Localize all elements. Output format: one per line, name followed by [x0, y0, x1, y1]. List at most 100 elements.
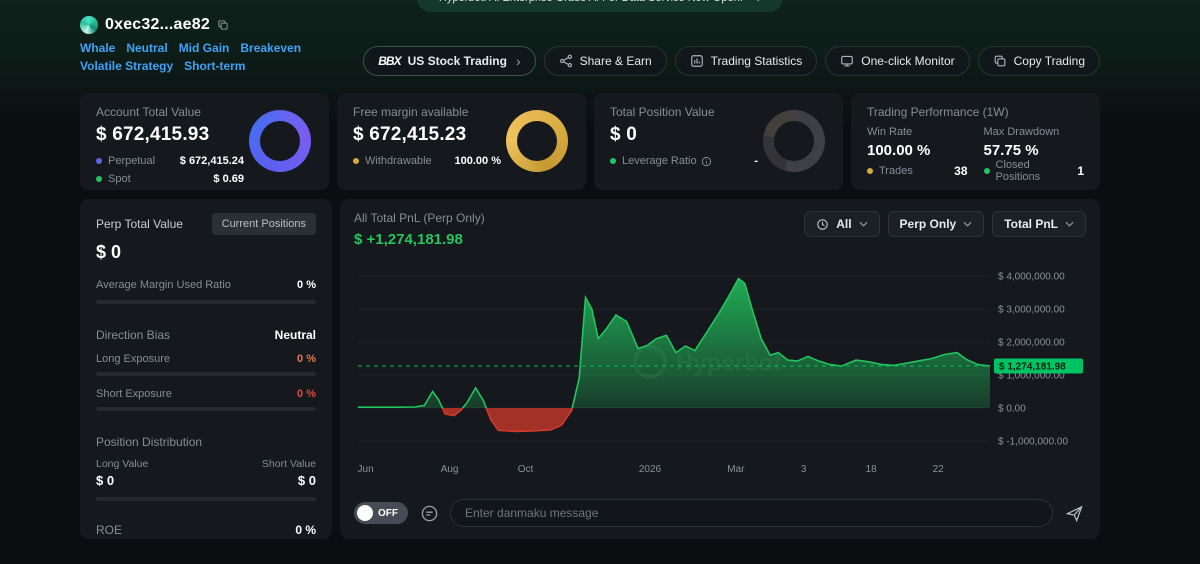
short-exposure-bar [96, 407, 316, 411]
chevron-right-icon: › [515, 53, 521, 69]
send-icon [1065, 505, 1083, 522]
trader-tags-row-1: Whale Neutral Mid Gain Breakeven [80, 41, 301, 55]
svg-text:22: 22 [933, 464, 945, 475]
spot-label: Spot [108, 173, 131, 185]
svg-text:$ 1,274,181.98: $ 1,274,181.98 [999, 361, 1066, 372]
pnl-title: All Total PnL (Perp Only) [354, 211, 485, 225]
direction-bias-value: Neutral [274, 328, 316, 342]
withdrawable-label: Withdrawable [365, 155, 432, 167]
tag-volatile-strategy: Volatile Strategy [80, 59, 174, 73]
tag-neutral: Neutral [126, 41, 168, 55]
copy-trading-button[interactable]: Copy Trading [977, 46, 1100, 76]
metric-filter[interactable]: Total PnL [992, 211, 1086, 237]
win-rate-stat: Win Rate 100.00 % [867, 126, 968, 159]
long-value: $ 0 [96, 473, 115, 488]
account-allocation-donut [249, 110, 311, 172]
free-margin-card: Free margin available $ 672,415.23 Withd… [337, 93, 586, 190]
roe-label: ROE [96, 523, 123, 537]
closed-positions-value: 1 [1077, 164, 1084, 178]
max-drawdown-value: 57.75 % [983, 142, 1039, 159]
danmaku-input[interactable] [450, 499, 1053, 527]
svg-text:$ 0.00: $ 0.00 [998, 404, 1026, 415]
us-stock-label: US Stock Trading [407, 54, 507, 68]
danmaku-toggle[interactable]: OFF [354, 502, 408, 524]
send-button[interactable] [1063, 504, 1086, 523]
info-icon[interactable] [701, 156, 712, 167]
us-stock-logo: BBX [378, 54, 401, 68]
legend-row-leverage: Leverage Ratio - [610, 155, 758, 167]
time-range-filter[interactable]: All [804, 211, 880, 237]
long-value-label: Long Value [96, 458, 149, 470]
svg-text:$ 2,000,000.00: $ 2,000,000.00 [998, 338, 1065, 349]
announcement-banner[interactable]: Hyperbot: AI Enterprise Grade AI For Dat… [416, 0, 784, 12]
short-exposure-value: 0 % [297, 388, 316, 400]
total-position-value-card: Total Position Value $ 0 Leverage Ratio … [594, 93, 843, 190]
margin-donut [506, 110, 568, 172]
svg-text:Oct: Oct [518, 464, 534, 475]
account-total-value-card: Account Total Value $ 672,415.93 Perpetu… [80, 93, 329, 190]
tag-breakeven: Breakeven [240, 41, 302, 55]
pnl-chart-panel: All Total PnL (Perp Only) $ +1,274,181.9… [340, 199, 1100, 539]
current-positions-button[interactable]: Current Positions [211, 213, 316, 235]
danmaku-settings-icon [421, 505, 437, 521]
svg-text:$ 4,000,000.00: $ 4,000,000.00 [998, 272, 1065, 283]
closed-positions-counter: Closed Positions 1 [983, 159, 1084, 183]
one-click-monitor-label: One-click Monitor [861, 54, 955, 68]
share-earn-button[interactable]: Share & Earn [543, 46, 667, 76]
scope-value: Perp Only [899, 217, 957, 231]
closed-positions-dot [983, 168, 990, 174]
win-rate-label: Win Rate [867, 126, 913, 138]
share-earn-label: Share & Earn [579, 54, 652, 68]
legend-row-spot: Spot $ 0.69 [96, 173, 244, 185]
withdrawable-value: 100.00 % [454, 155, 501, 167]
header-actions: BBX US Stock Trading › Share & Earn Trad… [363, 46, 1100, 76]
tag-whale: Whale [80, 41, 116, 55]
scope-filter[interactable]: Perp Only [887, 211, 985, 237]
copy-address-icon[interactable] [217, 19, 229, 31]
legend-row-perpetual: Perpetual $ 672,415.24 [96, 155, 244, 167]
position-donut [763, 110, 825, 172]
one-click-monitor-button[interactable]: One-click Monitor [825, 46, 970, 76]
avatar [80, 16, 98, 34]
chevron-right-icon: › [757, 0, 761, 12]
copy-icon [994, 55, 1006, 67]
pnl-chart: $ 4,000,000.00 $ 3,000,000.00 $ 2,000,000.… [358, 272, 1083, 475]
perpetual-label: Perpetual [108, 155, 156, 167]
trader-tags-row-2: Volatile Strategy Short-term [80, 59, 301, 73]
svg-text:Mar: Mar [727, 464, 745, 475]
direction-bias-label: Direction Bias [96, 328, 171, 342]
monitor-icon [841, 55, 854, 67]
us-stock-trading-button[interactable]: BBX US Stock Trading › [363, 46, 536, 76]
current-pnl-badge [994, 358, 1083, 374]
spot-value: $ 0.69 [213, 173, 244, 185]
svg-text:Aug: Aug [441, 464, 459, 475]
long-exposure-label: Long Exposure [96, 353, 170, 365]
chevron-down-icon [1065, 221, 1074, 227]
danmaku-settings-button[interactable] [418, 502, 440, 524]
trades-counter: Trades 38 [867, 159, 968, 183]
toggle-knob [357, 505, 373, 521]
leverage-ratio-label: Leverage Ratio [622, 155, 697, 167]
account-identity: 0xec32...ae82 Whale Neutral Mid Gain Bre… [80, 16, 301, 73]
leverage-ratio-value: - [754, 155, 758, 167]
long-exposure-value: 0 % [297, 353, 316, 365]
trades-value: 38 [954, 164, 968, 178]
win-rate-value: 100.00 % [867, 142, 931, 159]
trading-statistics-button[interactable]: Trading Statistics [674, 46, 818, 76]
share-icon [559, 54, 572, 68]
trading-performance-card: Trading Performance (1W) Win Rate 100.00… [851, 93, 1100, 190]
withdrawable-dot [353, 158, 359, 164]
chevron-down-icon [963, 221, 972, 227]
legend-row-withdrawable: Withdrawable 100.00 % [353, 155, 501, 167]
svg-text:$ 3,000,000.00: $ 3,000,000.00 [998, 305, 1065, 316]
max-drawdown-label: Max Drawdown [983, 126, 1060, 138]
max-drawdown-stat: Max Drawdown 57.75 % [984, 126, 1085, 159]
tag-short-term: Short-term [184, 59, 246, 73]
leverage-dot [610, 158, 616, 164]
svg-text:18: 18 [866, 464, 878, 475]
svg-text:2026: 2026 [639, 464, 662, 475]
metric-value: Total PnL [1004, 217, 1058, 231]
trades-label: Trades [879, 165, 913, 177]
clock-icon [817, 218, 828, 230]
